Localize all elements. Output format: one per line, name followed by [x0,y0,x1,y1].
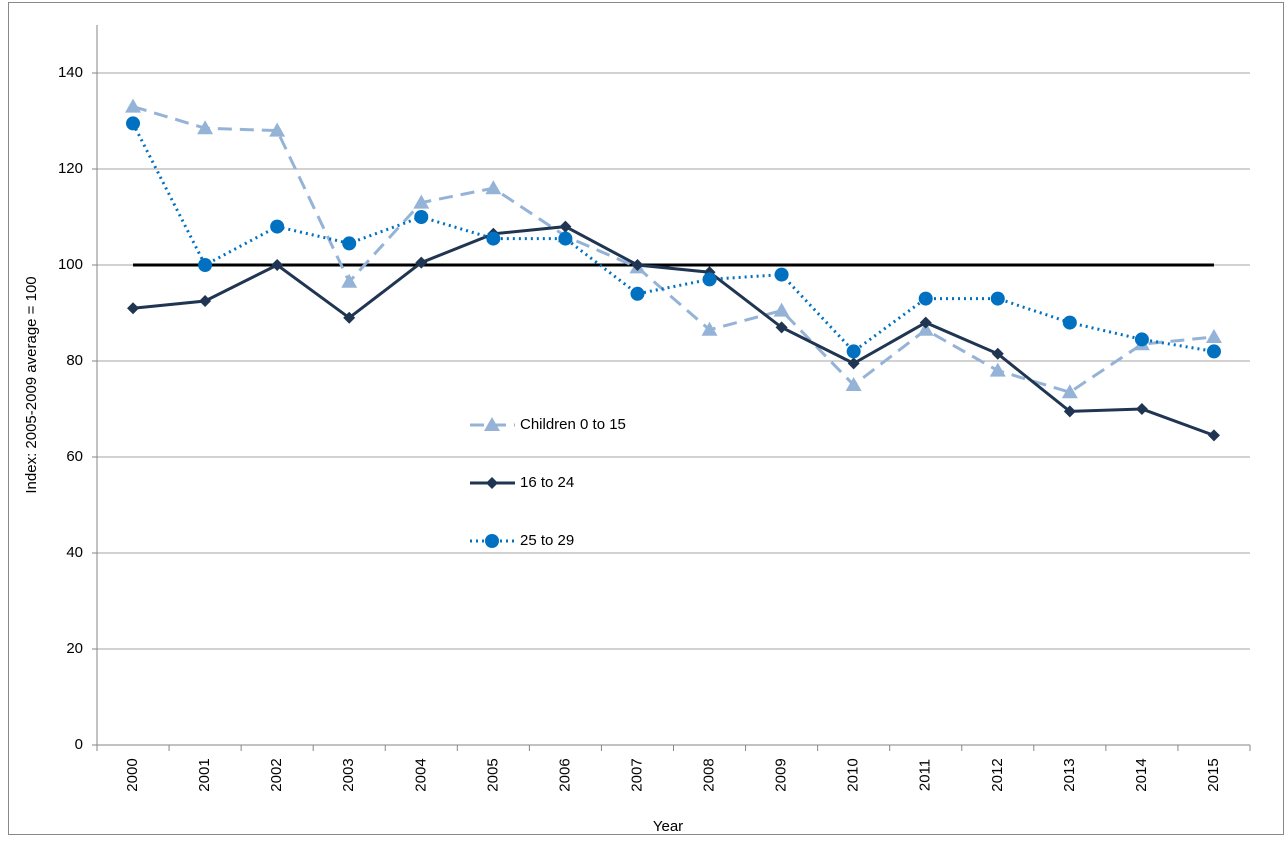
marker [413,194,430,209]
marker [270,219,285,234]
marker [702,272,717,287]
marker [415,256,428,269]
marker [485,534,499,548]
x-tick-label: 2003 [340,758,357,791]
marker [630,286,645,301]
x-tick-label: 2015 [1205,758,1222,791]
x-tick-label: 2007 [628,758,645,791]
legend-label: 16 to 24 [520,474,574,491]
x-tick-label: 2010 [845,758,862,791]
x-tick-label: 2012 [989,758,1006,791]
marker [917,321,934,336]
marker [484,417,500,431]
marker [1134,332,1149,347]
y-axis-label: Index: 2005-2009 average = 100 [23,276,40,493]
marker [414,210,429,224]
marker [343,311,356,324]
chart-frame [8,2,1284,835]
marker [1206,344,1221,359]
marker [341,273,358,288]
marker [486,477,498,489]
marker [631,259,644,271]
marker [558,231,573,246]
y-tick-label: 0 [75,736,83,753]
marker [919,316,932,329]
marker [774,267,789,282]
series-line [132,225,1215,437]
marker [126,116,141,131]
marker [847,357,860,370]
marker [271,259,284,271]
marker [775,321,788,334]
marker [1062,315,1077,330]
x-axis-label: Year [653,818,683,835]
marker [846,344,861,359]
legend-label: Children 0 to 15 [520,416,626,433]
marker [1135,403,1148,415]
marker [485,180,502,195]
marker [1205,329,1222,343]
marker [990,291,1005,306]
y-tick-label: 20 [66,640,83,657]
marker [198,258,213,272]
y-tick-label: 60 [66,448,83,465]
marker [918,291,933,306]
marker [199,295,212,307]
x-tick-label: 2008 [701,758,718,791]
x-tick-label: 2009 [773,758,790,791]
x-tick-label: 2011 [917,759,934,791]
marker [1061,384,1078,399]
marker [559,220,572,233]
series-line [131,122,1215,354]
x-tick-label: 2006 [556,758,573,791]
x-tick-label: 2005 [484,758,501,791]
marker [127,302,140,315]
marker [701,321,718,336]
marker [773,302,790,317]
x-tick-label: 2002 [268,758,285,791]
marker [269,122,286,137]
x-tick-label: 2014 [1133,758,1150,791]
x-tick-label: 2004 [412,758,429,791]
marker [197,120,214,135]
marker [125,98,142,113]
marker [989,362,1006,377]
x-tick-label: 2013 [1061,758,1078,791]
marker [1207,429,1220,442]
x-tick-label: 2000 [124,758,141,791]
marker [486,231,501,246]
marker [342,236,357,251]
y-tick-label: 120 [58,160,83,177]
legend-label: 25 to 29 [520,532,574,549]
marker [991,347,1004,360]
y-tick-label: 140 [58,64,83,81]
y-tick-label: 80 [66,352,83,369]
marker [1063,405,1076,418]
y-tick-label: 100 [58,256,83,273]
y-tick-label: 40 [66,544,83,561]
x-tick-label: 2001 [196,758,213,791]
marker [845,377,862,391]
